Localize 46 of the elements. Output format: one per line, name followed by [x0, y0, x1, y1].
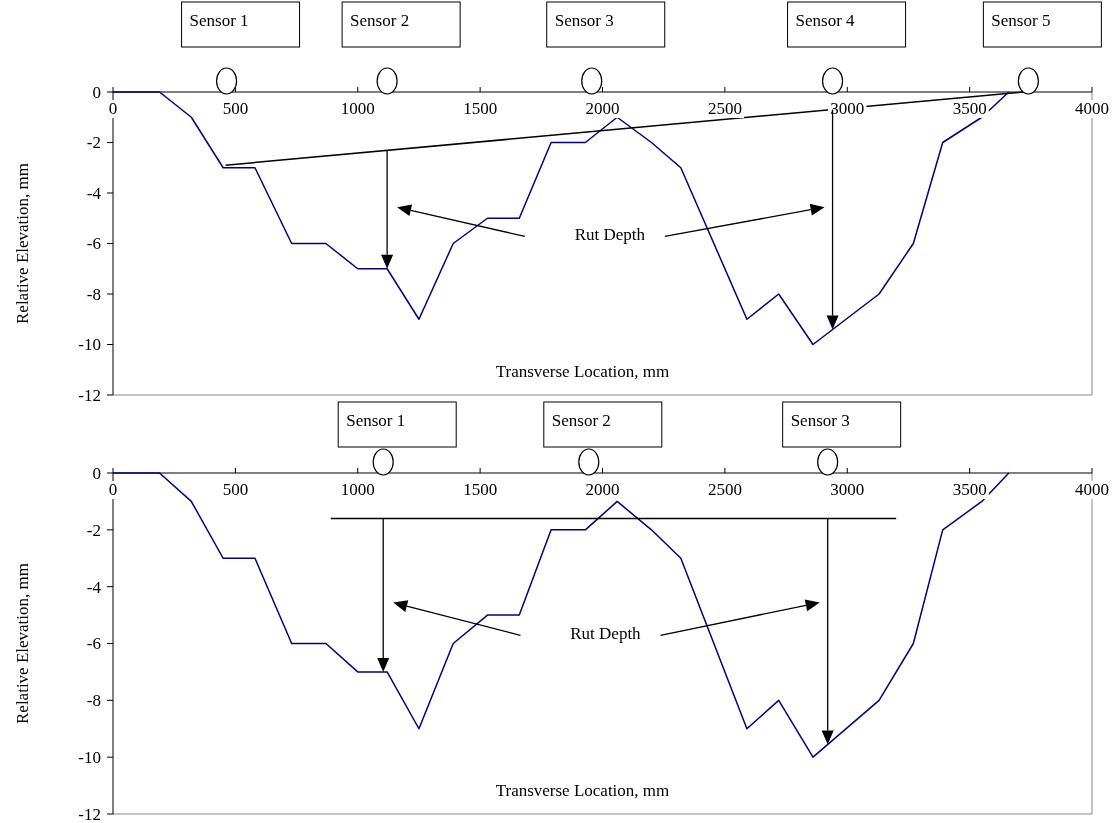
y-tick-label: -10 — [78, 335, 101, 355]
x-tick-label: 1000 — [340, 99, 375, 118]
y-tick-label: -4 — [86, 183, 102, 203]
x-tick-label: 0 — [108, 99, 118, 118]
y-tick-label: -12 — [78, 804, 101, 823]
x-tick-label: 3500 — [952, 99, 987, 118]
text: Sensor 2 — [350, 11, 410, 30]
text: Sensor 5 — [991, 11, 1051, 30]
x-tick-label: 2000 — [585, 99, 620, 118]
y-tick-label: -6 — [86, 234, 101, 254]
x-tick-label: 2500 — [707, 99, 742, 118]
y-tick-label: -12 — [78, 385, 101, 405]
text: Sensor 4 — [795, 11, 856, 30]
x-tick-label: 500 — [222, 99, 249, 118]
x-tick-label: 3500 — [952, 480, 987, 499]
y-tick-label: -2 — [86, 133, 101, 153]
text: Sensor 2 — [551, 411, 611, 430]
annotation: Rut Depth — [574, 225, 646, 245]
y-tick-label: -2 — [86, 520, 101, 540]
x-tick-label: 500 — [222, 480, 249, 499]
x-tick-label: 2000 — [585, 480, 620, 499]
y-axis-title: Relative Elevation, mm — [13, 563, 32, 724]
x-tick-label: 3000 — [830, 99, 865, 118]
annotation: Rut Depth — [570, 624, 642, 644]
y-tick-label: -4 — [86, 577, 102, 597]
x-tick-label: 3000 — [830, 480, 865, 499]
y-axis-title: Relative Elevation, mm — [13, 163, 32, 324]
x-axis-title: Transverse Location, mm — [495, 781, 670, 800]
text: Sensor 3 — [790, 411, 850, 430]
y-tick-label: 0 — [92, 82, 101, 102]
x-tick-label: 1000 — [340, 480, 375, 499]
text: Sensor 1 — [189, 11, 249, 30]
y-tick-label: -6 — [86, 634, 101, 654]
x-tick-label: 2500 — [707, 480, 742, 499]
y-tick-label: -10 — [78, 748, 101, 768]
x-axis-title: Transverse Location, mm — [495, 362, 670, 381]
x-tick-label: 0 — [108, 480, 118, 499]
text: Sensor 1 — [346, 411, 406, 430]
text: Sensor 3 — [554, 11, 614, 30]
x-tick-label: 4000 — [1075, 480, 1109, 499]
y-tick-label: -8 — [86, 691, 101, 711]
x-tick-label: 1500 — [463, 99, 498, 118]
x-tick-label: 4000 — [1075, 99, 1109, 118]
y-tick-label: -8 — [86, 284, 101, 304]
x-tick-label: 1500 — [463, 480, 498, 499]
y-tick-label: 0 — [92, 463, 101, 483]
